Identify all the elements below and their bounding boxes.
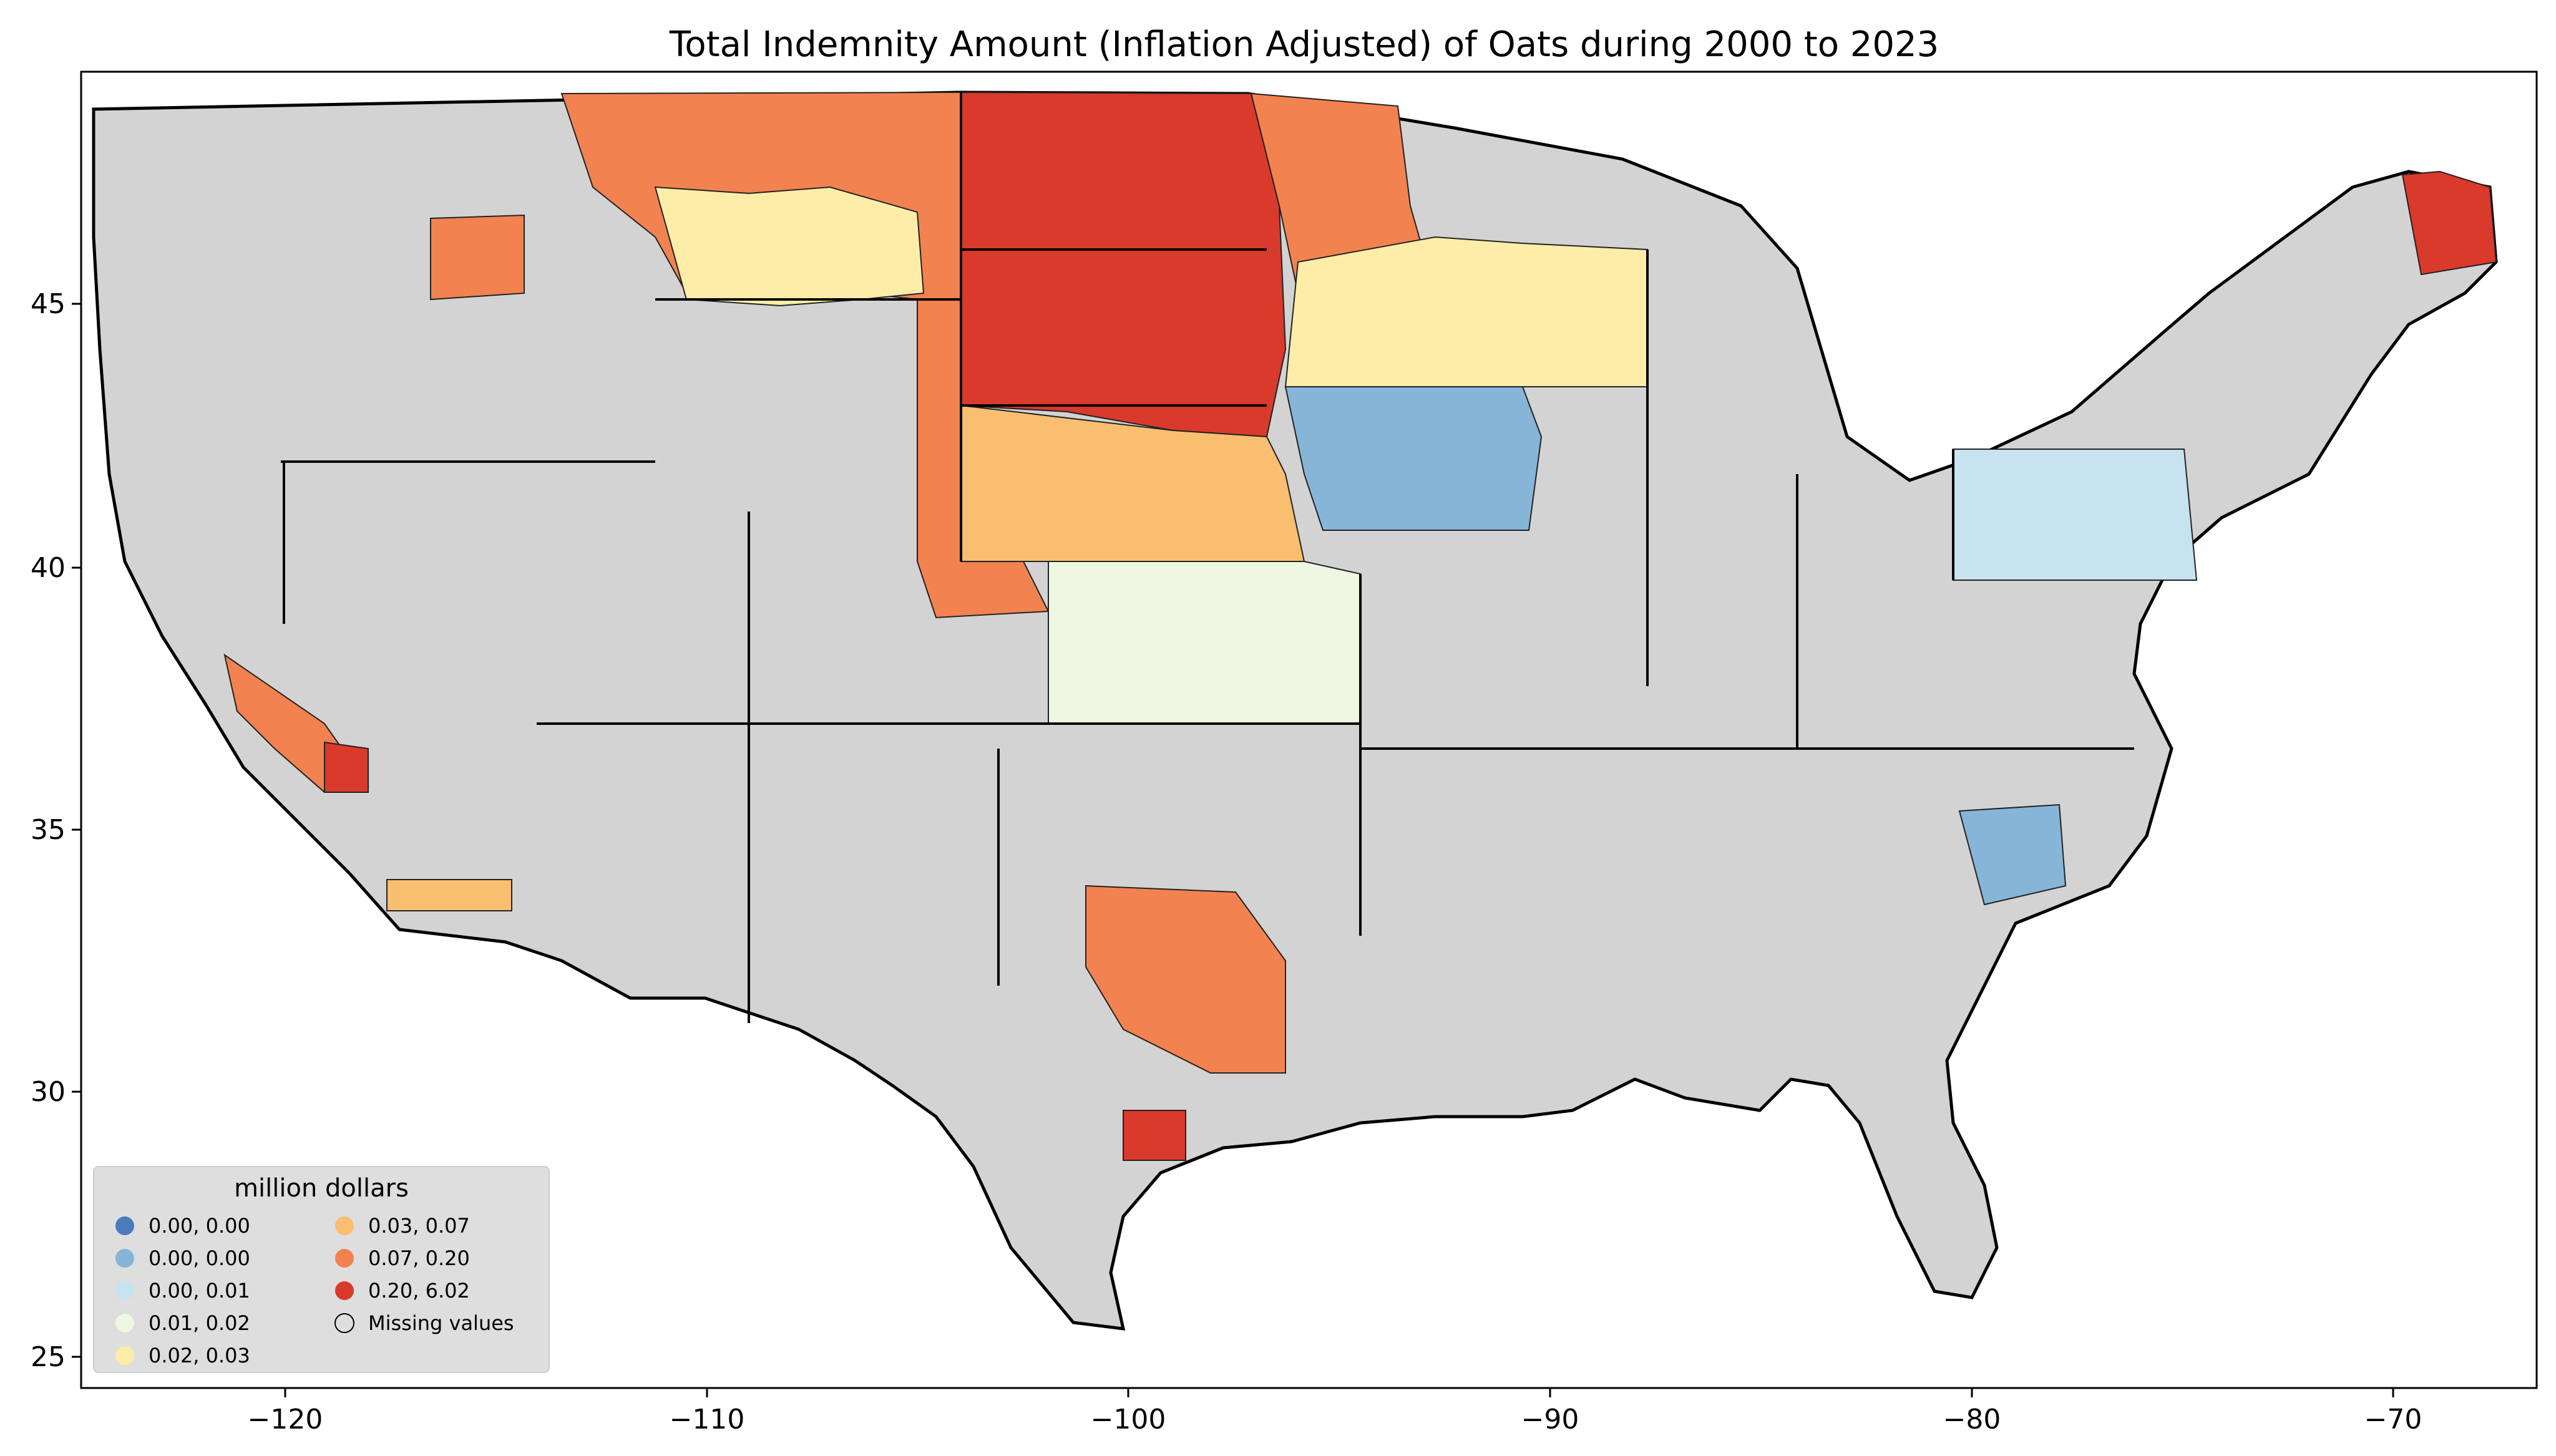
y-tick-label: 35 [31, 814, 66, 846]
x-axis: −120 −110 −100 −90 −80 −70 [248, 1388, 2422, 1435]
map-layer [92, 90, 2498, 1331]
legend-label: 0.00, 0.01 [149, 1279, 250, 1303]
legend-label: 0.00, 0.00 [149, 1246, 250, 1270]
legend-swatch [335, 1216, 354, 1235]
y-tick-label: 45 [31, 288, 66, 320]
legend-swatch [335, 1281, 354, 1300]
legend-swatch [334, 1313, 354, 1333]
legend-box [93, 1166, 550, 1373]
legend-swatch [115, 1249, 134, 1268]
x-tick-label: −70 [2364, 1404, 2422, 1435]
region-maine [2401, 170, 2497, 276]
y-tick-label: 30 [31, 1076, 66, 1108]
legend-swatch [115, 1281, 134, 1300]
region-iowa [1284, 386, 1543, 531]
state-borders [281, 92, 2134, 1023]
region-montana-central [654, 186, 925, 307]
region-pennsylvania [1953, 449, 2198, 581]
legend: million dollars 0.00, 0.000.00, 0.000.00… [93, 1166, 550, 1373]
region-socal [386, 879, 512, 911]
region-upper-midwest [1284, 236, 1648, 387]
region-carolinas [1958, 803, 2067, 906]
region-idaho [430, 214, 525, 301]
legend-label: 0.03, 0.07 [368, 1214, 470, 1238]
chart-title: Total Indemnity Amount (Inflation Adjust… [669, 24, 1939, 65]
x-tick-label: −90 [1521, 1404, 1579, 1435]
legend-entries: 0.00, 0.00 0.00, 0.00 0.00, 0.01 0.01, 0.02… [115, 1214, 514, 1367]
legend-label: 0.07, 0.20 [368, 1246, 470, 1270]
x-tick-label: −100 [1091, 1404, 1166, 1435]
x-tick-label: −110 [670, 1404, 745, 1435]
y-axis: 45 40 35 30 25 [31, 288, 81, 1373]
legend-swatch [335, 1249, 354, 1268]
legend-title: million dollars [234, 1174, 409, 1203]
region-texas-central [1085, 885, 1286, 1074]
legend-label: 0.00, 0.00 [149, 1214, 250, 1238]
region-northern-plains [960, 91, 1287, 438]
region-nebraska [960, 404, 1305, 562]
legend-label: 0.01, 0.02 [149, 1311, 250, 1335]
region-kansas [1048, 561, 1361, 724]
region-california-tulare [324, 741, 369, 793]
y-tick-label: 40 [31, 552, 66, 584]
legend-label: 0.02, 0.03 [149, 1344, 250, 1367]
legend-swatch [115, 1346, 134, 1365]
legend-swatch [115, 1216, 134, 1235]
legend-label: 0.20, 6.02 [368, 1279, 470, 1303]
x-tick-label: −120 [248, 1404, 323, 1435]
x-tick-label: −80 [1943, 1404, 2001, 1435]
y-tick-label: 25 [31, 1341, 66, 1373]
legend-label: Missing values [368, 1311, 514, 1335]
legend-swatch [115, 1314, 134, 1332]
region-texas-south [1123, 1110, 1186, 1161]
